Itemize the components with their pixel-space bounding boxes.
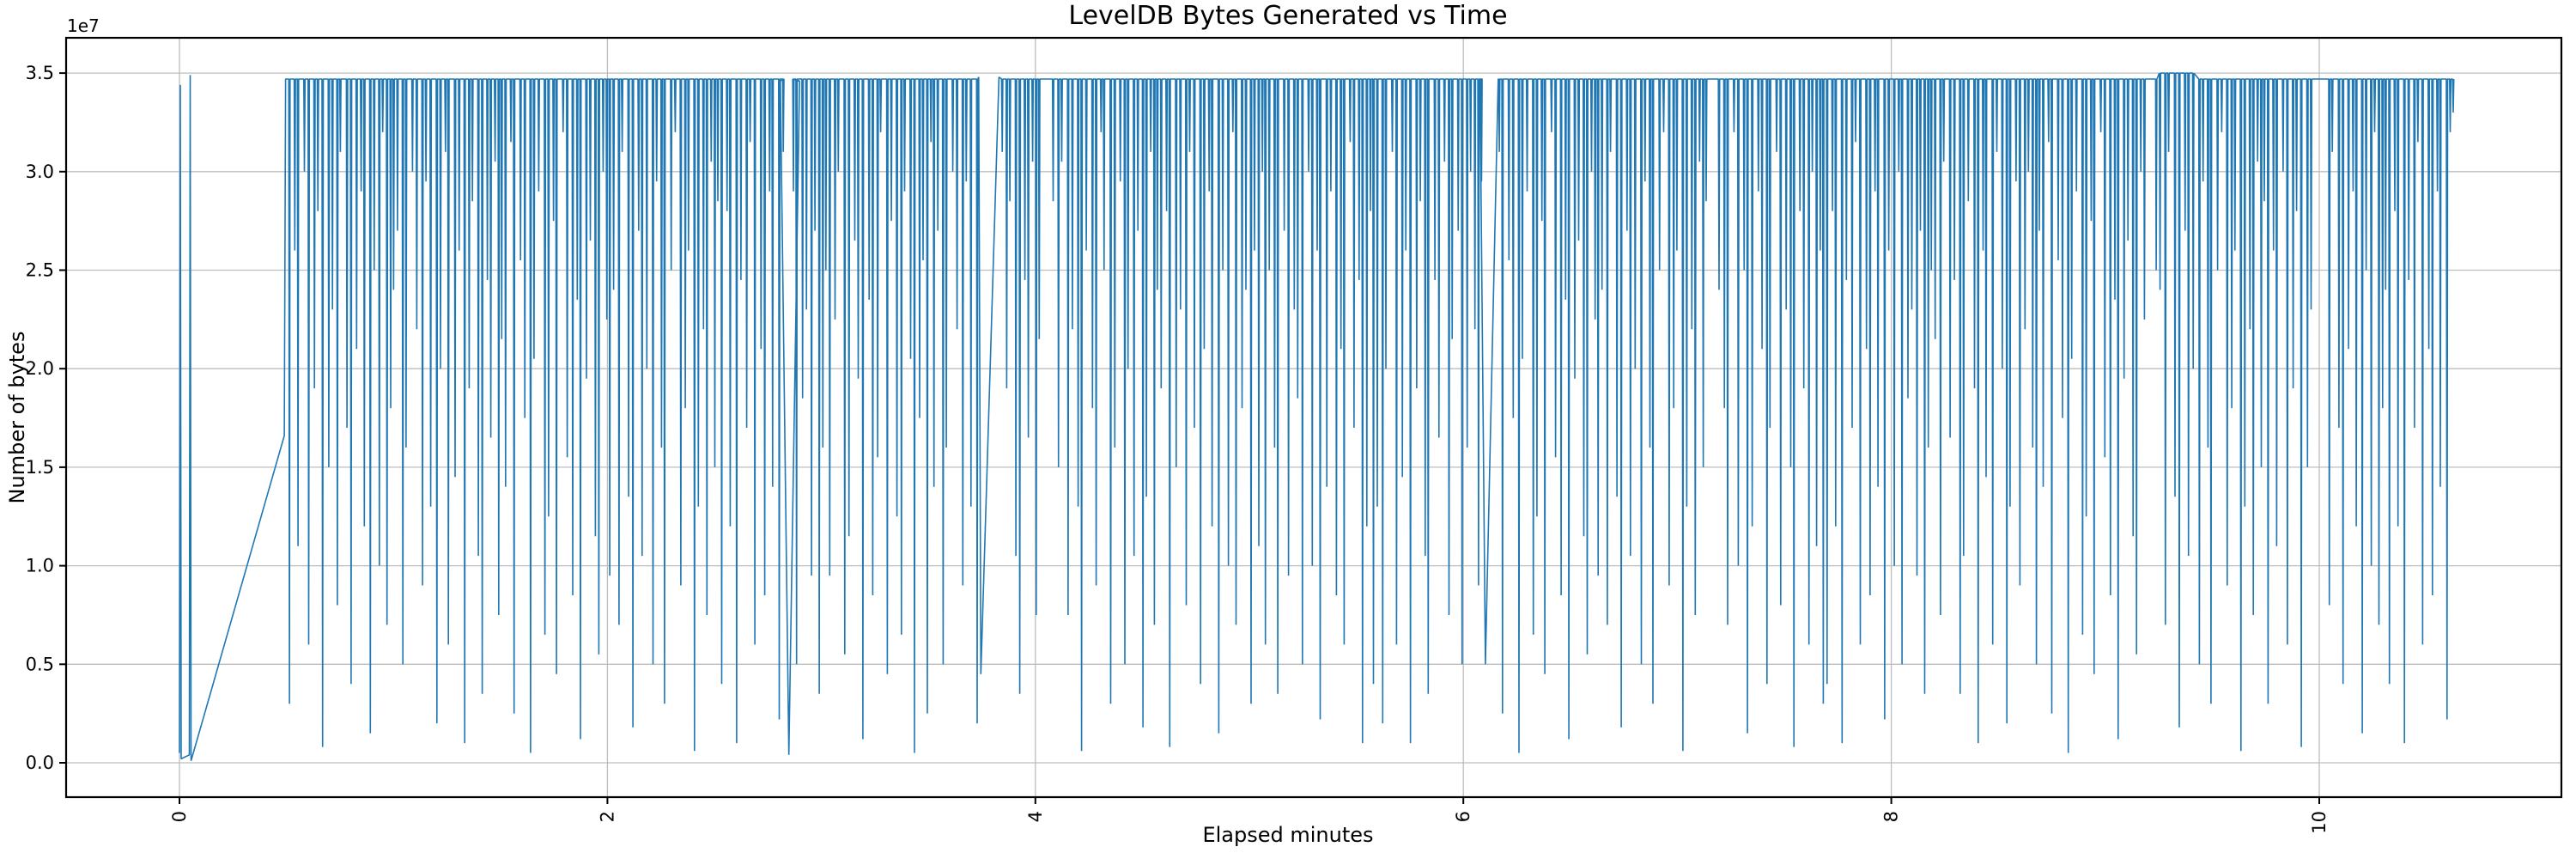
y-tick-label: 1.5: [26, 457, 54, 478]
y-tick-label: 3.0: [26, 161, 54, 182]
x-tick-label: 8: [1881, 811, 1902, 822]
y-tick-label: 0.0: [26, 752, 54, 773]
x-tick-label: 4: [1025, 811, 1046, 822]
x-tick-label: 6: [1453, 811, 1473, 822]
series-line: [179, 72, 2455, 761]
x-tick-label: 10: [2309, 811, 2330, 834]
y-axis-label: Number of bytes: [5, 331, 29, 504]
chart-title: LevelDB Bytes Generated vs Time: [1068, 1, 1508, 31]
y-axis-offset-label: 1e7: [67, 15, 100, 36]
y-tick-label: 2.5: [26, 260, 54, 281]
y-tick-label: 3.5: [26, 63, 54, 83]
x-tick-label: 0: [169, 811, 190, 822]
x-axis-label: Elapsed minutes: [1202, 823, 1374, 847]
y-tick-label: 1.0: [26, 556, 54, 576]
y-tick-label: 0.5: [26, 654, 54, 674]
plot-border: [64, 36, 2563, 799]
y-tick-label: 2.0: [26, 358, 54, 379]
x-tick-label: 2: [597, 811, 617, 822]
